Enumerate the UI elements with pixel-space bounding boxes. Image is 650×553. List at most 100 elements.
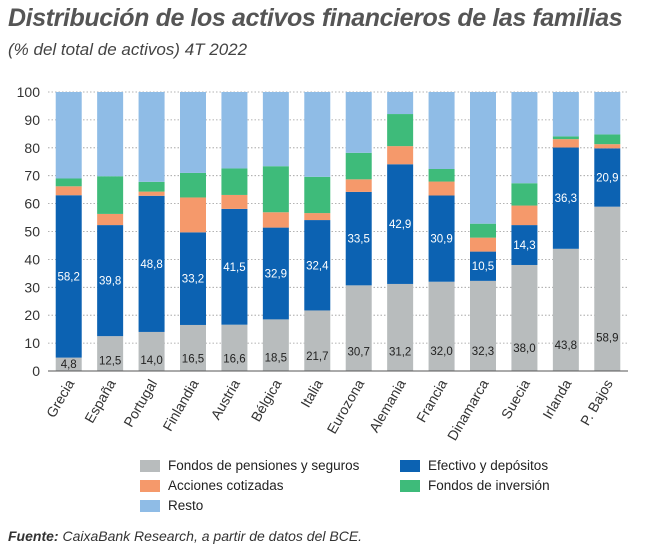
bar-segment (552, 92, 579, 137)
data-label: 33,5 (348, 234, 370, 246)
bar-segment (428, 169, 455, 182)
data-label: 12,5 (99, 356, 121, 368)
y-tick-label: 50 (24, 224, 40, 240)
data-label: 32,3 (472, 346, 494, 358)
bar-segment (262, 92, 289, 167)
x-tick-label: Finlandia (159, 376, 201, 433)
y-tick-label: 70 (24, 168, 40, 184)
source-text: CaixaBank Research, a partir de datos de… (62, 528, 363, 544)
legend-label: Resto (168, 498, 204, 513)
chart-title: Distribución de los activos financieros … (8, 4, 623, 32)
bar-segment (428, 195, 455, 282)
chart-subtitle: (% del total de activos) 4T 2022 (8, 40, 248, 59)
legend-swatch (140, 479, 160, 492)
bar-segment (138, 181, 165, 192)
bar-segment (511, 183, 538, 206)
x-tick-label: Portugal (120, 377, 160, 430)
bar-segment (55, 92, 82, 179)
data-label: 31,2 (389, 346, 411, 358)
bar-segment (304, 220, 331, 311)
bar-segment (470, 251, 496, 281)
bar-segment (180, 92, 206, 173)
bar-segment (594, 144, 621, 149)
legend-swatch (140, 499, 160, 512)
legend-swatch (400, 479, 420, 492)
source-label: Fuente: (8, 528, 59, 544)
bar-segment (470, 280, 496, 371)
y-tick-label: 0 (32, 363, 40, 379)
x-tick-label: Francia (413, 376, 450, 425)
x-tick-label: Irlanda (539, 376, 574, 421)
bar-segment (97, 213, 124, 226)
data-label: 39,8 (99, 276, 121, 288)
bar-segment (594, 92, 621, 135)
bar-segment (304, 310, 331, 371)
bar-segment (304, 92, 331, 177)
bar-segment (262, 212, 289, 228)
bar-segment (221, 194, 248, 209)
legend-label: Efectivo y depósitos (428, 458, 549, 473)
bar-segment (387, 114, 414, 147)
bar-segment (387, 164, 414, 284)
data-label: 14,0 (140, 355, 162, 367)
y-tick-label: 20 (24, 307, 40, 323)
bar-segment (97, 225, 124, 337)
bar-segment (55, 178, 82, 187)
bar-segment (511, 225, 538, 265)
data-label: 58,9 (596, 332, 618, 344)
data-label: 18,5 (265, 353, 287, 365)
data-label: 33,2 (182, 274, 204, 286)
bar-segment (262, 166, 289, 213)
bar-segment (428, 92, 455, 170)
bar-segment (180, 172, 206, 198)
legend-swatch (400, 459, 420, 472)
legend-item-acciones: Acciones cotizadas (140, 478, 284, 493)
bar-segment (428, 181, 455, 196)
bar-segment (470, 92, 496, 224)
x-tick-label: Dinamarca (444, 376, 492, 443)
data-label: 30,9 (430, 234, 452, 246)
legend-item-efectivo: Efectivo y depósitos (400, 458, 548, 473)
bar-segment (138, 331, 165, 371)
bar-segment (470, 223, 496, 238)
legend-item-pensiones: Fondos de pensiones y seguros (140, 458, 359, 473)
bar-segment (345, 285, 372, 371)
bar-segment (55, 186, 82, 196)
bar-segment (221, 168, 248, 195)
bar-segment (428, 281, 455, 371)
bar-segment (552, 248, 579, 371)
y-tick-label: 40 (24, 251, 40, 267)
bar-segment (552, 147, 579, 249)
bar-segment (97, 92, 124, 177)
data-label: 58,2 (58, 271, 80, 283)
bar-segment (180, 232, 206, 325)
data-label: 42,9 (389, 219, 411, 231)
x-tick-label: Grecia (43, 376, 78, 420)
data-label: 43,8 (555, 340, 577, 352)
data-label: 32,0 (430, 346, 452, 358)
x-tick-label: P. Bajos (577, 377, 616, 429)
bar-segment (304, 213, 331, 221)
legend-label: Fondos de inversión (428, 478, 550, 493)
bar-segment (221, 324, 248, 371)
bar-segment (55, 195, 82, 358)
bar-segment (345, 92, 372, 153)
bar-segment (345, 191, 372, 286)
data-label: 21,7 (306, 351, 328, 363)
legend-item-fondos-inversion: Fondos de inversión (400, 478, 550, 493)
bar-segment (138, 191, 165, 196)
x-tick-label: Suecia (498, 376, 533, 421)
bar-segment (97, 336, 124, 371)
source-note: Fuente: CaixaBank Research, a partir de … (8, 528, 362, 544)
legend-label: Fondos de pensiones y seguros (168, 458, 360, 473)
data-label: 4,8 (61, 359, 77, 371)
bar-segment (594, 148, 621, 207)
bar-segment (221, 208, 248, 325)
y-tick-label: 90 (24, 112, 40, 128)
data-label: 36,3 (555, 193, 577, 205)
bar-segment (345, 152, 372, 180)
x-tick-label: Italia (297, 376, 326, 410)
bar-segment (594, 206, 621, 371)
x-tick-label: España (81, 376, 119, 425)
bar-segment (138, 92, 165, 182)
